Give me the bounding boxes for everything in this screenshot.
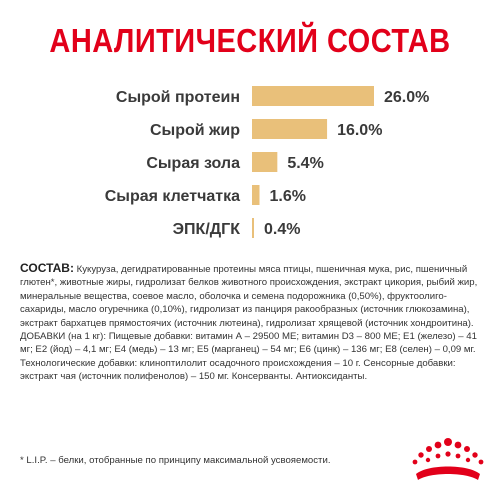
bar <box>252 218 254 238</box>
category-label: ЭПК/ДГК <box>173 221 241 238</box>
composition-block: СОСТАВ: Кукуруза, дегидратированные прот… <box>20 261 482 384</box>
composition-text: Кукуруза, дегидратированные протеины мяс… <box>20 264 478 383</box>
value-label: 26.0% <box>384 89 429 106</box>
bar <box>252 86 374 106</box>
value-label: 5.4% <box>287 155 323 172</box>
value-label: 16.0% <box>337 122 382 139</box>
value-label: 1.6% <box>270 188 306 205</box>
bar <box>252 152 278 172</box>
footnote: * L.I.P. – белки, отобранные по принципу… <box>20 455 331 466</box>
category-label: Сырая клетчатка <box>105 188 240 205</box>
category-label: Сырой протеин <box>116 89 240 106</box>
page-title: АНАЛИТИЧЕСКИЙ СОСТАВ <box>49 22 451 59</box>
composition-label: СОСТАВ: <box>20 261 74 275</box>
bar <box>252 185 260 205</box>
value-label: 0.4% <box>264 221 300 238</box>
analysis-bar-chart: Сырой протеин 26.0% Сырой жир 16.0% Сырая зо… <box>105 86 429 238</box>
category-label: Сырая зола <box>146 155 240 172</box>
category-label: Сырой жир <box>150 122 240 139</box>
royal-canin-crown-logo-icon <box>412 438 484 480</box>
bar <box>252 119 328 139</box>
